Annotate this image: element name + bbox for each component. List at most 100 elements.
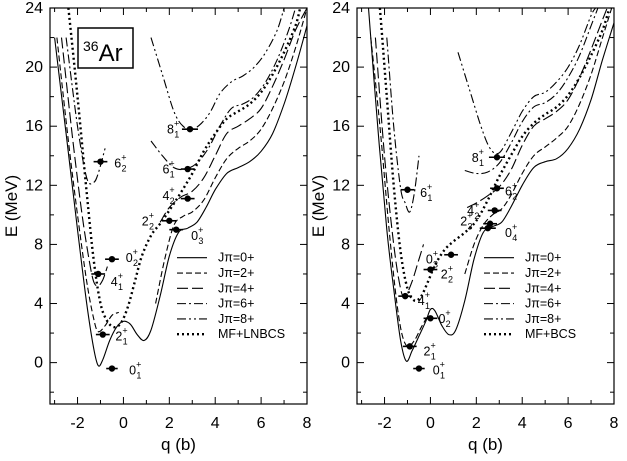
nucleus-badge-box — [77, 27, 134, 69]
right-y-tick-label: 0 — [341, 355, 350, 372]
right-x-tick-label: 0 — [426, 415, 435, 432]
right-y-axis-title: E (MeV) — [309, 175, 328, 237]
right-state-point — [415, 365, 423, 372]
left-y-tick-label: 24 — [25, 0, 43, 17]
right-curve-j-4-prolate- — [466, 8, 608, 208]
left-state-label: 0+ 2 — [126, 247, 138, 268]
right-state-point — [427, 315, 434, 322]
right-state-point — [427, 266, 434, 273]
right-state-label: 2+ 3 — [460, 210, 472, 231]
left-legend-label: Jπ=4+ — [218, 281, 254, 295]
right-legend-label: Jπ=8+ — [525, 312, 561, 326]
right-state-label: 4+ 1 — [418, 290, 430, 311]
right-state-label: 8+ 1 — [472, 147, 484, 168]
nucleus-symbol: Ar — [99, 40, 123, 67]
right-curve-j-8- — [457, 8, 597, 155]
right-curve-j-0- — [367, 8, 614, 362]
right-curve-j-2-prolate- — [464, 8, 613, 275]
left-y-tick-label: 0 — [34, 355, 43, 372]
right-state-label: 6+ 2 — [505, 181, 517, 202]
left-x-tick-label: -2 — [70, 415, 84, 432]
left-state-label: 4+ 1 — [111, 271, 123, 292]
left-y-axis-title: E (MeV) — [2, 175, 21, 237]
right-state-point — [406, 343, 413, 350]
nucleus-label: 36Ar — [83, 38, 123, 67]
right-legend-label: MF+BCS — [525, 327, 576, 341]
right-state-point — [493, 154, 501, 161]
left-state-label: 6+ 2 — [114, 153, 126, 174]
right-state-label: 0+ 4 — [505, 222, 517, 243]
left-state-point — [108, 255, 116, 263]
right-x-tick-label: 4 — [518, 415, 527, 432]
right-curves — [367, 8, 614, 362]
right-x-tick-label: 8 — [610, 415, 619, 432]
right-legend-label: Jπ=6+ — [525, 297, 561, 311]
left-state-label: 6+ 1 — [162, 159, 174, 180]
left-legend-label: Jπ=0+ — [218, 251, 254, 265]
left-state-point — [184, 195, 191, 202]
right-legend-label: Jπ=0+ — [525, 251, 561, 265]
left-legend-label: Jπ=2+ — [218, 266, 254, 280]
right-state-label: 2+ 1 — [424, 340, 436, 361]
right-y-tick-label: 20 — [332, 59, 350, 76]
right-state-label: 0+ 2 — [438, 308, 450, 329]
left-curve-j-2- — [56, 37, 120, 333]
right-x-tick-label: -2 — [377, 415, 391, 432]
left-state-label: 0+ 1 — [129, 360, 141, 381]
left-state-point — [108, 365, 116, 372]
left-state-label: 8+ 1 — [167, 119, 179, 140]
left-plot-frame — [49, 7, 308, 405]
left-curve-j-4-prolate- — [159, 8, 307, 223]
right-state-point — [486, 220, 494, 227]
right-x-tick-label: 2 — [472, 415, 481, 432]
left-legend-label: Jπ=6+ — [218, 297, 254, 311]
right-y-tick-label: 12 — [332, 177, 350, 194]
right-x-axis-title: q (b) — [468, 435, 503, 454]
left-state-point — [166, 217, 173, 224]
left-state-label: 4+ 2 — [162, 185, 174, 206]
right-state-label: 6+ 1 — [420, 182, 432, 203]
right-state-point — [491, 207, 498, 214]
left-y-tick-label: 4 — [34, 296, 43, 313]
right-state-point — [493, 185, 501, 192]
left-curve-mf-lnbcs — [67, 8, 302, 329]
right-curve-j-6-prolate- — [464, 8, 599, 175]
left-state-point — [99, 331, 106, 338]
right-legend-label: Jπ=2+ — [525, 266, 561, 280]
right-x-tick-label: 6 — [564, 415, 573, 432]
left-curve-j-6- — [65, 37, 106, 185]
right-curve-j-2-oblate- — [370, 37, 429, 348]
right-state-label: 0+ 1 — [433, 360, 445, 381]
right-state-point — [447, 251, 455, 258]
left-y-tick-label: 20 — [25, 59, 43, 76]
right-state-label: 2+ 2 — [441, 263, 453, 284]
left-legend-label: Jπ=8+ — [218, 312, 254, 326]
left-x-axis-title: q (b) — [161, 435, 196, 454]
left-x-tick-label: 4 — [211, 415, 220, 432]
right-curve-j-6- — [386, 37, 420, 213]
nucleus-mass: 36 — [83, 38, 99, 54]
left-curve-j-6-prolate- — [150, 8, 297, 171]
left-y-tick-label: 12 — [25, 177, 43, 194]
left-legend-label: MF+LNBCS — [218, 327, 285, 341]
right-curve-j-4- — [374, 37, 425, 298]
left-x-tick-label: 6 — [257, 415, 266, 432]
right-state-label: 4+ 2 — [467, 200, 479, 221]
left-y-tick-label: 8 — [34, 236, 43, 253]
right-legend-label: Jπ=4+ — [525, 281, 561, 295]
right-curve-mf-bcs — [378, 8, 611, 303]
left-curve-j-8- — [150, 8, 285, 130]
left-state-point — [186, 125, 194, 133]
left-y-tick-label: 16 — [25, 118, 43, 135]
right-plot-frame — [356, 7, 615, 405]
nucleus-badge: 36Ar — [77, 27, 134, 69]
left-state-point — [173, 226, 180, 233]
left-state-label: 2+ 1 — [115, 326, 127, 347]
left-curve-j-2-prolate- — [155, 8, 307, 304]
right-state-point — [404, 186, 411, 193]
right-y-tick-label: 8 — [341, 236, 350, 253]
right-state-point — [401, 292, 409, 300]
left-x-tick-label: 8 — [303, 415, 312, 432]
